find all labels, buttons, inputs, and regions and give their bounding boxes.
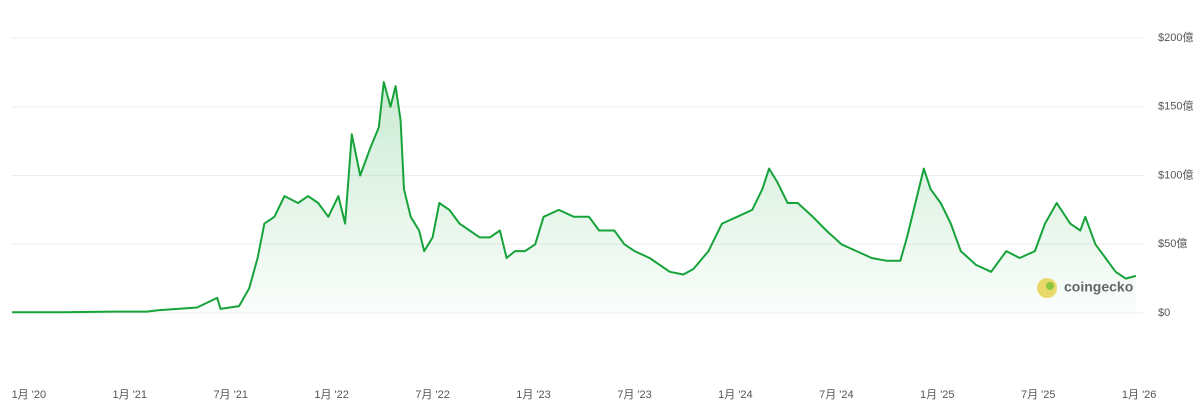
x-tick-label: 7月 '21: [213, 389, 248, 401]
y-tick-label: $50億: [1158, 237, 1187, 250]
x-tick-label: 1月 '21: [113, 389, 148, 401]
line: [12, 81, 1137, 314]
x-tick-label: 1月 '24: [718, 389, 753, 401]
y-tick-label: $100億: [1158, 168, 1193, 181]
x-tick-label: 1月 '20: [12, 389, 47, 401]
x-tick-label: 7月 '22: [415, 389, 450, 401]
y-tick-label: $0: [1158, 307, 1170, 319]
y-tick-label: $150億: [1158, 100, 1193, 113]
x-tick-label: 1月 '26: [1122, 389, 1157, 401]
y-tick-label: $200億: [1158, 31, 1193, 44]
x-tick-label: 1月 '23: [516, 389, 551, 401]
x-tick-label: 7月 '24: [819, 389, 854, 401]
area: [12, 82, 1136, 313]
x-tick-label: 1月 '25: [920, 389, 955, 401]
x-tick-label: 7月 '23: [617, 389, 652, 401]
x-tick-label: 7月 '25: [1021, 389, 1056, 401]
watermark: coingecko: [1064, 279, 1133, 295]
watermark-logo: [1037, 278, 1057, 298]
x-tick-label: 1月 '22: [314, 389, 349, 401]
